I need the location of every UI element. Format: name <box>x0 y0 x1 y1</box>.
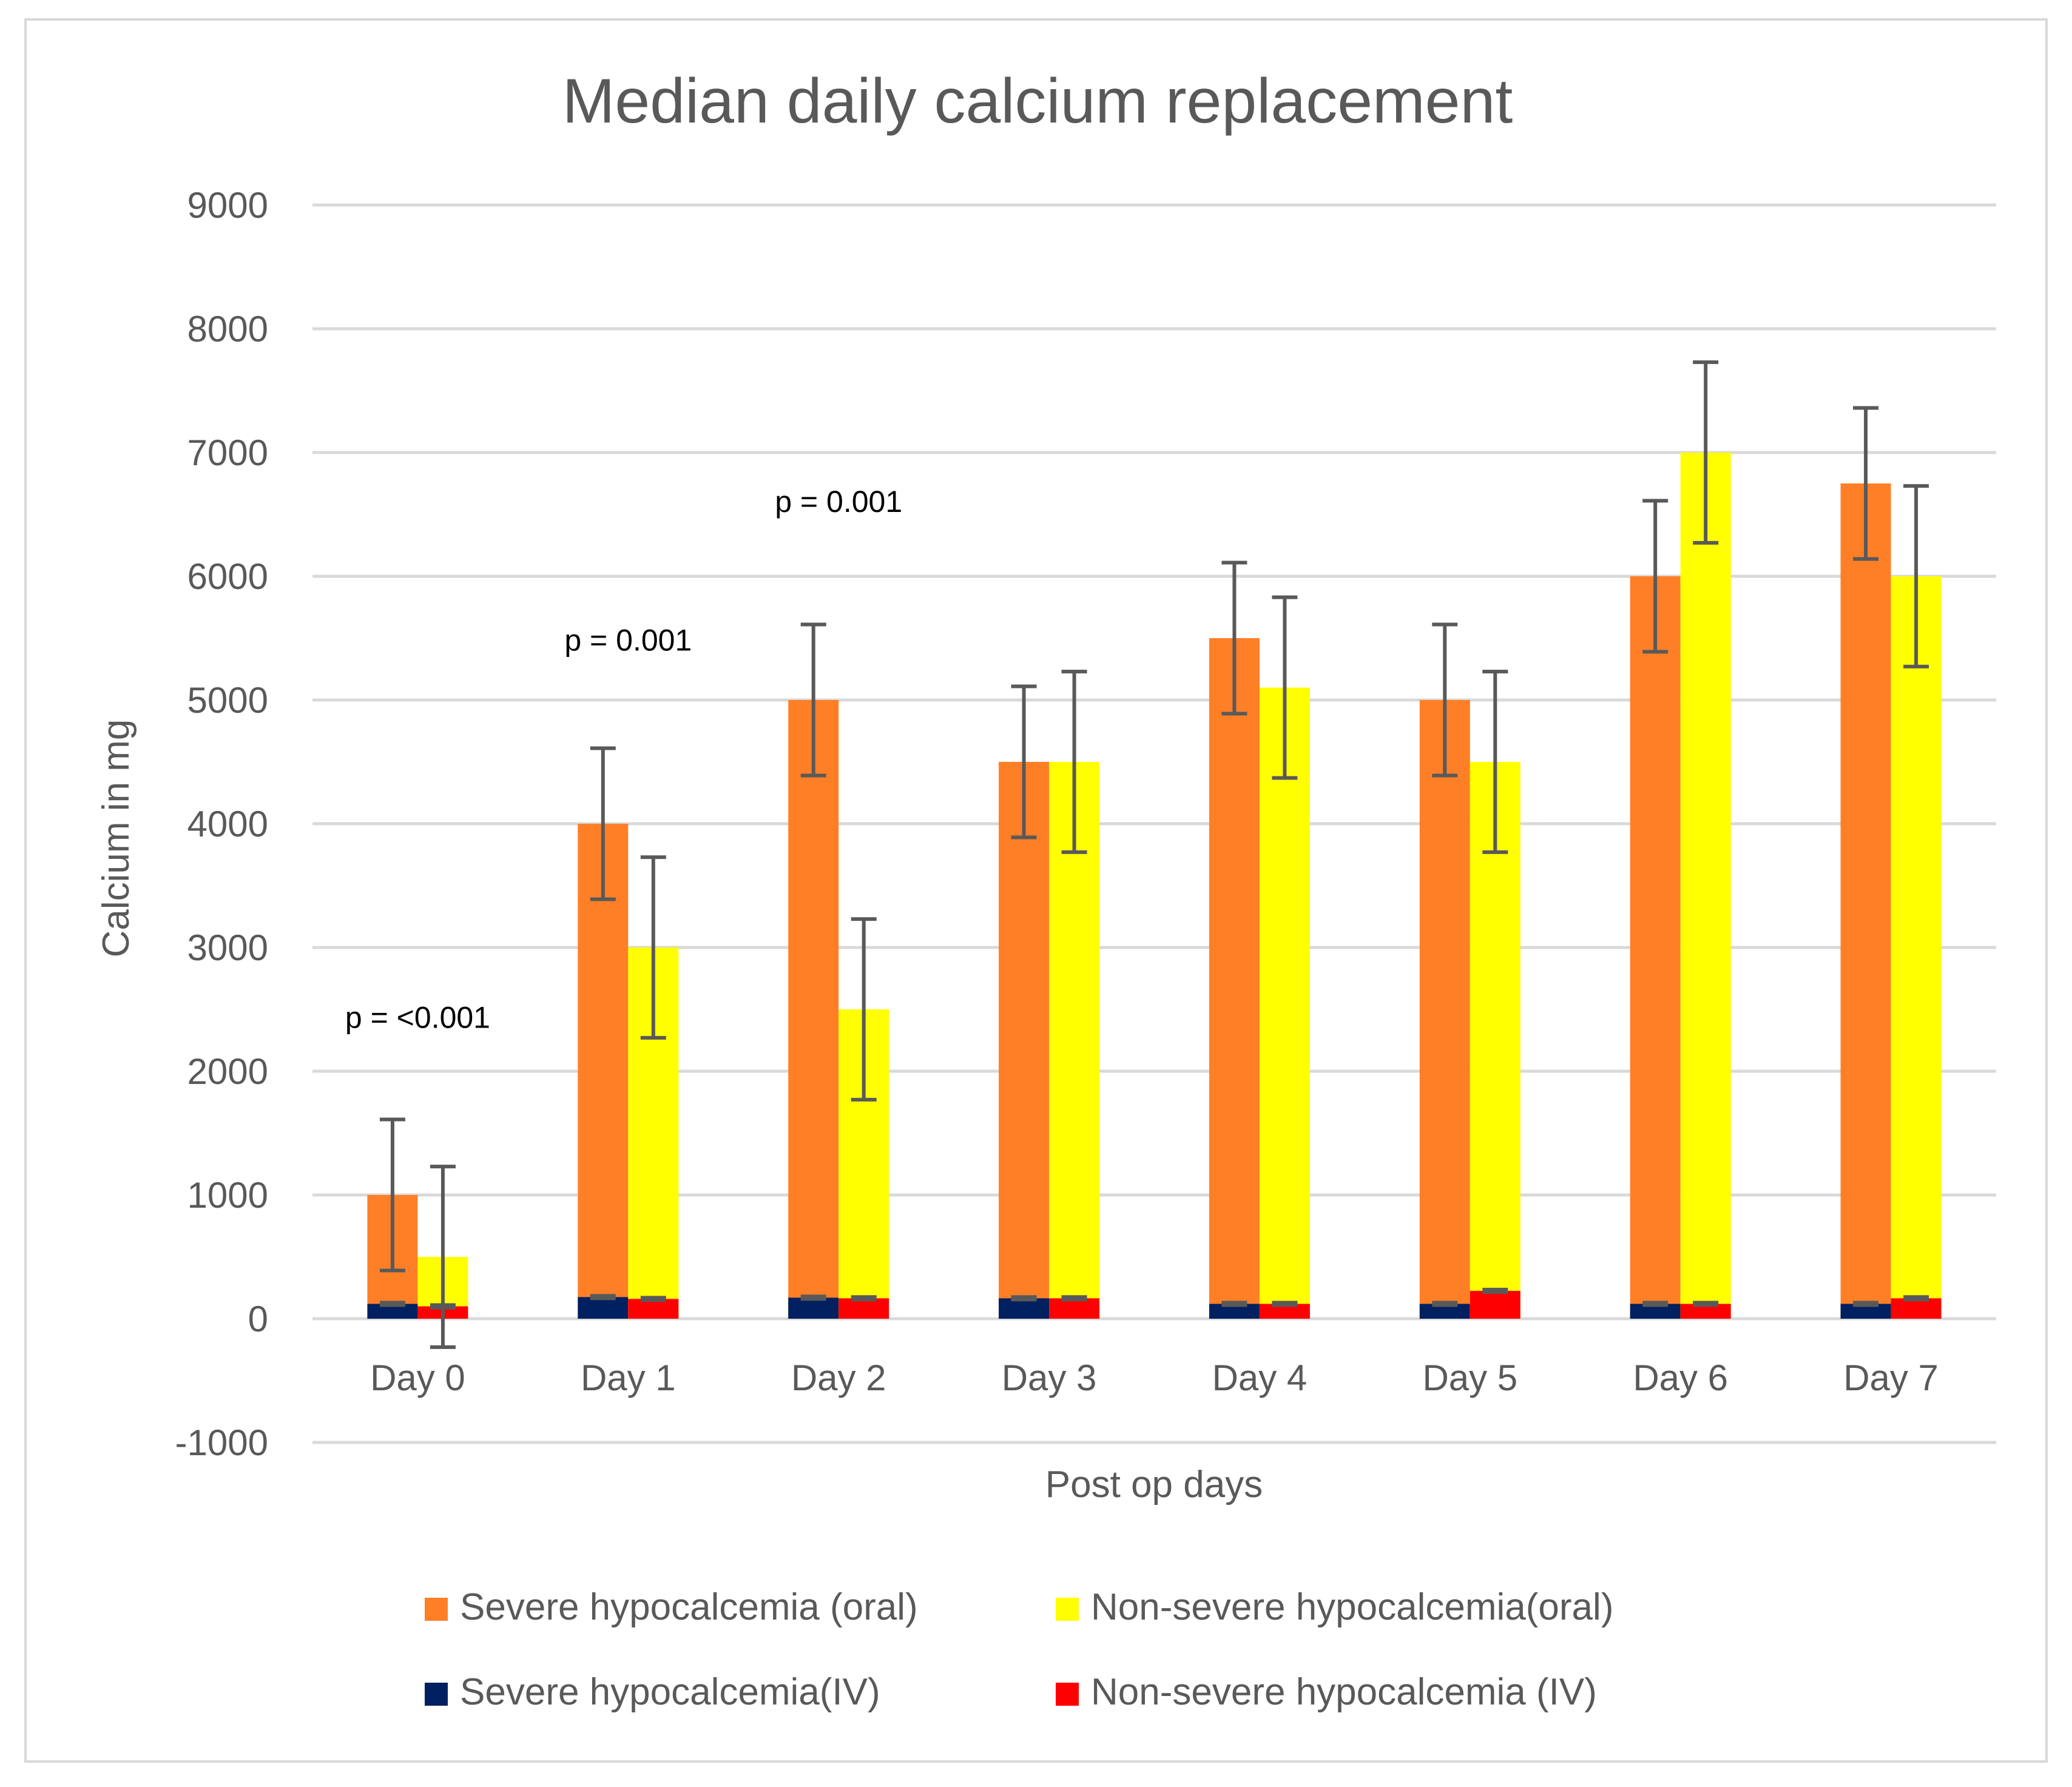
x-tick-label: Day 6 <box>1633 1358 1728 1398</box>
error-bar-nonsevere-iv <box>1482 1288 1508 1294</box>
error-bar-severe-oral <box>590 746 616 901</box>
error-bar-nonsevere-oral <box>430 1165 456 1349</box>
error-bar-nonsevere-iv <box>1061 1295 1087 1302</box>
y-tick-label: 7000 <box>187 432 268 473</box>
error-bar-nonsevere-oral <box>851 917 877 1102</box>
error-bar-nonsevere-oral <box>640 855 666 1040</box>
bar-severe-iv <box>999 1298 1050 1319</box>
x-axis-label: Post op days <box>1045 1464 1263 1506</box>
x-tick-label: Day 0 <box>370 1358 465 1398</box>
bar-nonsevere-oral <box>1259 687 1310 1319</box>
error-bar-nonsevere-oral <box>1272 595 1298 780</box>
bar-severe-oral <box>1630 576 1681 1319</box>
x-tick-label: Day 2 <box>791 1358 886 1398</box>
error-bar-severe-oral <box>1221 560 1247 716</box>
error-bar-nonsevere-iv <box>1903 1295 1929 1302</box>
x-tick-label: Day 7 <box>1843 1358 1939 1398</box>
error-bar-severe-iv <box>1642 1301 1669 1307</box>
chart-title: Median daily calcium replacement <box>562 66 1513 136</box>
bar-nonsevere-iv <box>1049 1298 1100 1319</box>
y-tick-label: 4000 <box>187 804 268 844</box>
error-bar-nonsevere-oral <box>1061 670 1087 854</box>
y-axis-label: Calcium in mg <box>95 719 137 958</box>
x-tick-label: Day 3 <box>1002 1358 1097 1398</box>
error-bar-nonsevere-iv <box>1693 1301 1719 1307</box>
bar-severe-oral <box>1419 700 1470 1319</box>
y-tick-label: 0 <box>248 1299 268 1339</box>
legend-swatch <box>425 1683 448 1706</box>
bar-nonsevere-iv <box>628 1299 679 1319</box>
error-bar-nonsevere-oral <box>1903 484 1929 668</box>
y-tick-label: 2000 <box>187 1051 268 1092</box>
x-axis-ticks: Day 0 Day 1 Day 2 Day 3 Day 4 Day 5 Day 6 Day 7 <box>370 1358 1939 1398</box>
annotations: p = <0.001 p = 0.001 p = 0.001 <box>345 485 902 1035</box>
p-value-annotation: p = 0.001 <box>564 623 692 657</box>
error-bar-severe-iv <box>590 1294 616 1301</box>
y-tick-label: 1000 <box>187 1175 268 1216</box>
error-bar-nonsevere-iv <box>640 1296 666 1302</box>
error-bar-nonsevere-iv <box>430 1303 456 1310</box>
bar-severe-oral <box>788 700 839 1319</box>
error-bar-nonsevere-iv <box>851 1295 877 1302</box>
error-bar-severe-oral <box>1642 499 1669 654</box>
bar-nonsevere-oral <box>1891 576 1942 1319</box>
bar-severe-oral <box>1840 483 1891 1319</box>
y-axis-ticks: -1000 0 1000 2000 3000 4000 5000 6000 7000 8000 90… <box>175 185 268 1463</box>
error-bar-severe-oral <box>379 1117 405 1273</box>
legend-label: Non-severe hypocalcemia(oral) <box>1091 1586 1613 1628</box>
p-value-annotation: p = <0.001 <box>345 1001 490 1035</box>
bar-severe-oral <box>999 762 1050 1319</box>
y-tick-label: 5000 <box>187 680 268 721</box>
y-tick-label: -1000 <box>175 1422 268 1463</box>
error-bar-severe-iv <box>1011 1295 1037 1302</box>
legend-swatch <box>1056 1598 1079 1621</box>
legend-label: Severe hypocalcemia (oral) <box>460 1586 918 1628</box>
bar-severe-iv <box>788 1297 839 1319</box>
error-bar-severe-oral <box>800 622 826 778</box>
error-bar-nonsevere-iv <box>1272 1301 1298 1307</box>
y-tick-label: 9000 <box>187 185 268 226</box>
bar-severe-iv <box>578 1297 629 1319</box>
error-bar-severe-oral <box>1011 684 1037 840</box>
legend-swatch <box>1056 1683 1079 1706</box>
error-bar-severe-iv <box>379 1301 405 1307</box>
bar-nonsevere-iv <box>1891 1298 1942 1319</box>
gridlines <box>312 203 1996 1444</box>
x-tick-label: Day 4 <box>1212 1358 1308 1398</box>
bar-nonsevere-oral <box>1470 762 1520 1319</box>
error-bar-severe-iv <box>1432 1301 1458 1307</box>
y-tick-label: 8000 <box>187 309 268 349</box>
error-bar-severe-oral <box>1853 406 1879 561</box>
bar-nonsevere-oral <box>1049 762 1100 1319</box>
error-bar-severe-iv <box>1853 1301 1879 1307</box>
p-value-annotation: p = 0.001 <box>775 485 902 519</box>
legend-label: Severe hypocalcemia(IV) <box>460 1671 880 1713</box>
error-bar-severe-iv <box>800 1294 826 1301</box>
error-bar-nonsevere-oral <box>1693 360 1719 545</box>
error-bar-severe-oral <box>1432 622 1458 778</box>
legend: Severe hypocalcemia (oral) Non-severe hyp… <box>425 1586 1613 1713</box>
y-tick-label: 6000 <box>187 556 268 597</box>
error-bars <box>379 360 1929 1349</box>
error-bar-nonsevere-oral <box>1482 670 1508 854</box>
error-bar-severe-iv <box>1221 1301 1247 1307</box>
bar-severe-oral <box>578 824 629 1319</box>
x-tick-label: Day 1 <box>581 1358 676 1398</box>
bar-severe-oral <box>1209 638 1260 1319</box>
x-tick-label: Day 5 <box>1422 1358 1517 1398</box>
bar-nonsevere-iv <box>839 1298 889 1319</box>
y-tick-label: 3000 <box>187 927 268 968</box>
legend-label: Non-severe hypocalcemia (IV) <box>1091 1671 1597 1713</box>
bar-nonsevere-oral <box>1680 453 1731 1319</box>
bar-nonsevere-iv <box>1470 1291 1520 1319</box>
legend-swatch <box>425 1598 448 1621</box>
